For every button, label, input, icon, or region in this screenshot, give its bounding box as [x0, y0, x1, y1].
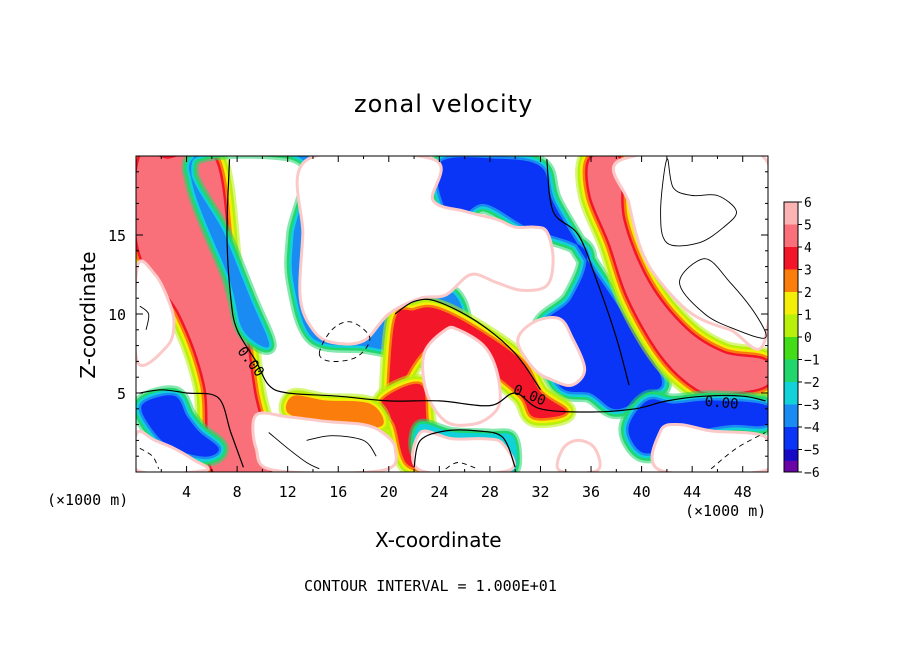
x-tick-label: 44: [683, 483, 701, 501]
contour-label: 0.00: [704, 394, 739, 413]
colorbar-swatch: [784, 247, 798, 270]
colorbar-label: 2: [804, 286, 812, 301]
y-axis-label: Z-coordinate: [76, 251, 100, 379]
x-unit-label-left: (×1000 m): [47, 491, 129, 509]
contour-thin-left-edge: [139, 305, 150, 330]
colorbar-label: 5: [804, 219, 812, 234]
colorbar-swatch: [784, 359, 798, 383]
colorbar-swatch: [784, 460, 798, 472]
void-bottom-center-void: [411, 429, 516, 472]
x-tick-label: 32: [531, 483, 549, 501]
colorbar-swatch: [784, 427, 798, 450]
colorbar-swatch: [784, 202, 798, 225]
x-axis-label: X-coordinate: [375, 528, 502, 552]
contour-dashed-center: [318, 321, 371, 362]
x-tick-label: 4: [182, 483, 191, 501]
void-right-inner-void: [516, 316, 587, 388]
colorbar-swatch: [784, 224, 798, 248]
contour-thin-bottom-left: [268, 432, 320, 470]
colorbar-label: −5: [804, 444, 820, 459]
x-tick-label: 28: [481, 483, 499, 501]
colorbar-label: −2: [804, 376, 820, 391]
void-bottom-right-void-2: [555, 438, 602, 472]
x-tick-label: 8: [233, 483, 242, 501]
contour-thin-bottom-middle: [306, 435, 377, 457]
contour-dashed-bottom-right: [710, 432, 766, 470]
void-bottom-left-void: [136, 429, 210, 472]
colorbar-label: 0: [804, 331, 812, 346]
contour-interval-note: CONTOUR INTERVAL = 1.000E+01: [304, 577, 557, 595]
y-axis-ticks: 5 10 15: [108, 171, 768, 457]
colorbar-swatch: [784, 269, 798, 293]
void-lower-left-void: [251, 411, 398, 472]
colorbar: 6 5 4 3 2 1 0 −1 −2 −3 −4 −5 −6: [783, 196, 820, 481]
colorbar-label: −6: [804, 466, 820, 481]
contour-lines: [139, 158, 767, 470]
x-tick-label: 24: [430, 483, 448, 501]
x-tick-label: 48: [734, 483, 752, 501]
band-right-warm-band: [575, 156, 768, 406]
contour-zero-line-lower-left: [139, 389, 244, 468]
x-tick-label: 16: [329, 483, 347, 501]
y-tick-label: 5: [117, 385, 126, 403]
contour-thin-right-mid: [679, 258, 767, 339]
chart-title: zonal velocity: [354, 90, 534, 118]
contour-zero-line-bottom: [413, 429, 516, 468]
colorbar-label: 1: [804, 309, 812, 324]
y-tick-label: 15: [108, 227, 126, 245]
contour-dashed-bottom-left: [139, 447, 160, 470]
colorbar-label: −3: [804, 399, 820, 414]
void-bottom-right-void: [650, 423, 768, 472]
colorbar-label: 4: [804, 241, 812, 256]
contour-zero-line-ring: [394, 298, 541, 391]
void-upper-center-void: [295, 156, 555, 346]
contour-zero-line-upper: [546, 159, 630, 386]
colorbar-swatch: [784, 337, 798, 360]
near-zero-regions: [136, 156, 768, 472]
colorbar-label: −1: [804, 354, 820, 369]
colorbar-label: 6: [804, 196, 812, 211]
colorbar-swatch: [784, 382, 798, 405]
colorbar-swatch: [784, 314, 798, 338]
y-tick-label: 10: [108, 306, 126, 324]
x-tick-label: 40: [633, 483, 651, 501]
colorbar-swatch: [784, 292, 798, 315]
x-tick-label: 12: [279, 483, 297, 501]
void-upper-right-void: [611, 156, 768, 351]
colorbar-label: 3: [804, 264, 812, 279]
colorbar-label: −4: [804, 421, 820, 436]
contour-thin-upper-right: [660, 158, 737, 247]
x-unit-label-right: (×1000 m): [685, 502, 767, 520]
band-lower-left-cold-pocket: [136, 385, 229, 467]
x-axis-ticks: 4 8 12 16 20 24 28 32 36 40 44 48: [160, 156, 752, 501]
contour-dashed-bottom-center: [445, 462, 478, 470]
colorbar-swatch: [784, 404, 798, 428]
x-tick-label: 20: [380, 483, 398, 501]
contour-zero-line-left: [226, 159, 766, 413]
x-tick-label: 36: [582, 483, 600, 501]
